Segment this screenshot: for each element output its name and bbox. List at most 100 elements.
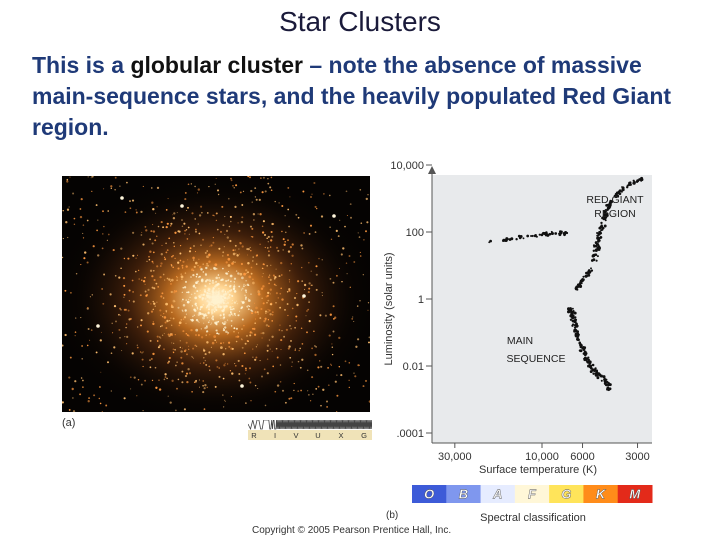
cluster-star: [238, 373, 241, 375]
cluster-star: [224, 297, 226, 299]
cluster-star: [215, 308, 218, 312]
cluster-star: [237, 332, 240, 334]
cluster-star: [165, 225, 168, 229]
cluster-star: [303, 283, 307, 287]
cluster-star: [217, 304, 220, 307]
cluster-star: [138, 278, 140, 280]
cluster-star: [213, 267, 217, 271]
cluster-star: [213, 295, 216, 299]
cluster-star: [353, 261, 356, 263]
cluster-star: [227, 341, 231, 344]
cluster-star: [184, 309, 187, 312]
cluster-star: [202, 385, 204, 387]
cluster-star: [283, 335, 286, 338]
cluster-star: [106, 361, 110, 364]
cluster-star: [218, 276, 221, 279]
cluster-star: [71, 387, 74, 391]
cluster-star: [215, 283, 219, 287]
cluster-star: [348, 255, 351, 257]
cluster-star: [212, 315, 214, 318]
hr-star-point: [575, 332, 579, 336]
cluster-star: [173, 342, 175, 344]
cluster-star: [140, 319, 143, 322]
cluster-star: [212, 241, 215, 244]
cluster-star: [255, 346, 258, 348]
cluster-star: [112, 332, 114, 334]
cluster-star: [184, 198, 187, 201]
cluster-star: [225, 284, 227, 287]
cluster-star: [237, 222, 239, 224]
hr-star-point: [587, 273, 591, 277]
hr-star-point: [604, 219, 607, 222]
hr-star-point: [598, 372, 601, 375]
cluster-star: [181, 219, 183, 221]
cluster-star: [192, 244, 196, 248]
hr-star-point: [587, 364, 590, 368]
cluster-star: [149, 238, 151, 241]
cluster-star: [247, 308, 250, 311]
cluster-star: [180, 356, 183, 359]
hr-star-point: [595, 249, 598, 252]
cluster-star: [126, 181, 128, 184]
cluster-star: [262, 273, 264, 275]
cluster-star: [163, 256, 166, 259]
cluster-star: [288, 289, 291, 293]
hr-star-point: [597, 240, 599, 243]
cluster-star: [233, 284, 235, 286]
cluster-star: [271, 311, 274, 314]
wave-icon: [248, 420, 372, 431]
cluster-star: [175, 364, 177, 367]
cluster-star: [226, 297, 229, 300]
cluster-star: [207, 292, 209, 295]
cluster-star: [239, 272, 243, 276]
cluster-star: [203, 408, 206, 410]
cluster-star: [222, 302, 225, 305]
cluster-star: [202, 304, 204, 306]
cluster-star: [301, 266, 303, 269]
cluster-star: [80, 264, 82, 266]
cluster-star: [247, 340, 249, 342]
cluster-star: [344, 360, 347, 363]
cluster-star: [82, 379, 84, 382]
cluster-star: [280, 287, 282, 290]
cluster-star: [239, 242, 241, 244]
cluster-star: [165, 209, 168, 211]
cluster-star: [166, 277, 169, 280]
cluster-star: [268, 276, 270, 278]
cluster-star: [223, 364, 226, 367]
cluster-star: [64, 333, 67, 337]
hr-star-point: [592, 258, 596, 262]
cluster-star: [156, 265, 159, 268]
cluster-star: [250, 293, 252, 295]
cluster-star: [160, 221, 163, 224]
hr-star-point: [586, 271, 589, 274]
cluster-star: [214, 321, 217, 325]
cluster-star: [309, 400, 312, 402]
hr-star-point: [595, 259, 598, 262]
hr-star-point: [605, 204, 608, 207]
cluster-star: [158, 388, 162, 391]
cluster-star: [162, 297, 165, 299]
cluster-star: [152, 208, 155, 211]
hr-star-point: [573, 311, 577, 315]
cluster-star: [181, 225, 184, 228]
hr-star-point: [598, 374, 601, 377]
cluster-star: [224, 362, 226, 364]
globular-cluster-term: globular cluster: [130, 52, 303, 78]
cluster-star: [168, 356, 171, 360]
cluster-star: [270, 239, 273, 242]
cluster-star: [184, 280, 188, 283]
cluster-star: [339, 219, 341, 221]
cluster-star: [202, 391, 205, 394]
cluster-star: [324, 314, 327, 317]
cluster-star: [243, 283, 245, 286]
cluster-star: [208, 365, 210, 368]
cluster-star: [287, 250, 291, 253]
cluster-star: [240, 338, 243, 340]
cluster-star: [149, 366, 152, 369]
cluster-star: [92, 245, 95, 248]
cluster-star: [69, 176, 71, 178]
cluster-star: [267, 247, 269, 249]
cluster-star: [229, 306, 232, 309]
